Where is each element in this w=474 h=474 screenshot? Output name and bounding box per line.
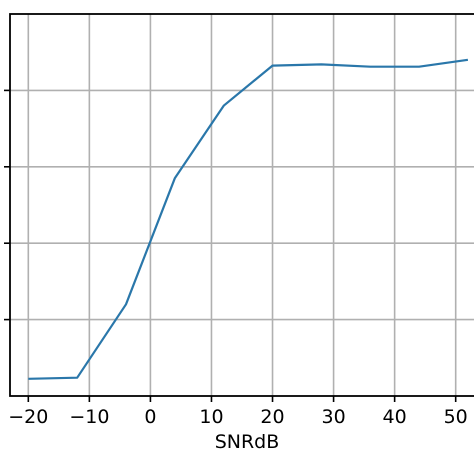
x-tick-label: 20: [260, 406, 284, 428]
x-axis-title: SNRdB: [215, 431, 280, 453]
tick-layer: −20 −10 0 10 20 30 40 50: [4, 89, 468, 428]
plot-area-frame: [9, 13, 474, 397]
grid-lines: [10, 14, 474, 396]
x-tick-label: 50: [444, 406, 468, 428]
x-tick-label: −10: [69, 406, 109, 428]
x-tick-label: −20: [8, 406, 48, 428]
x-tick-label: 40: [383, 406, 407, 428]
series-line: [28, 58, 469, 380]
series-layer: [28, 58, 469, 380]
x-tick-label: 10: [199, 406, 223, 428]
x-tick-label: 0: [144, 406, 156, 428]
x-tick-label: 30: [321, 406, 345, 428]
